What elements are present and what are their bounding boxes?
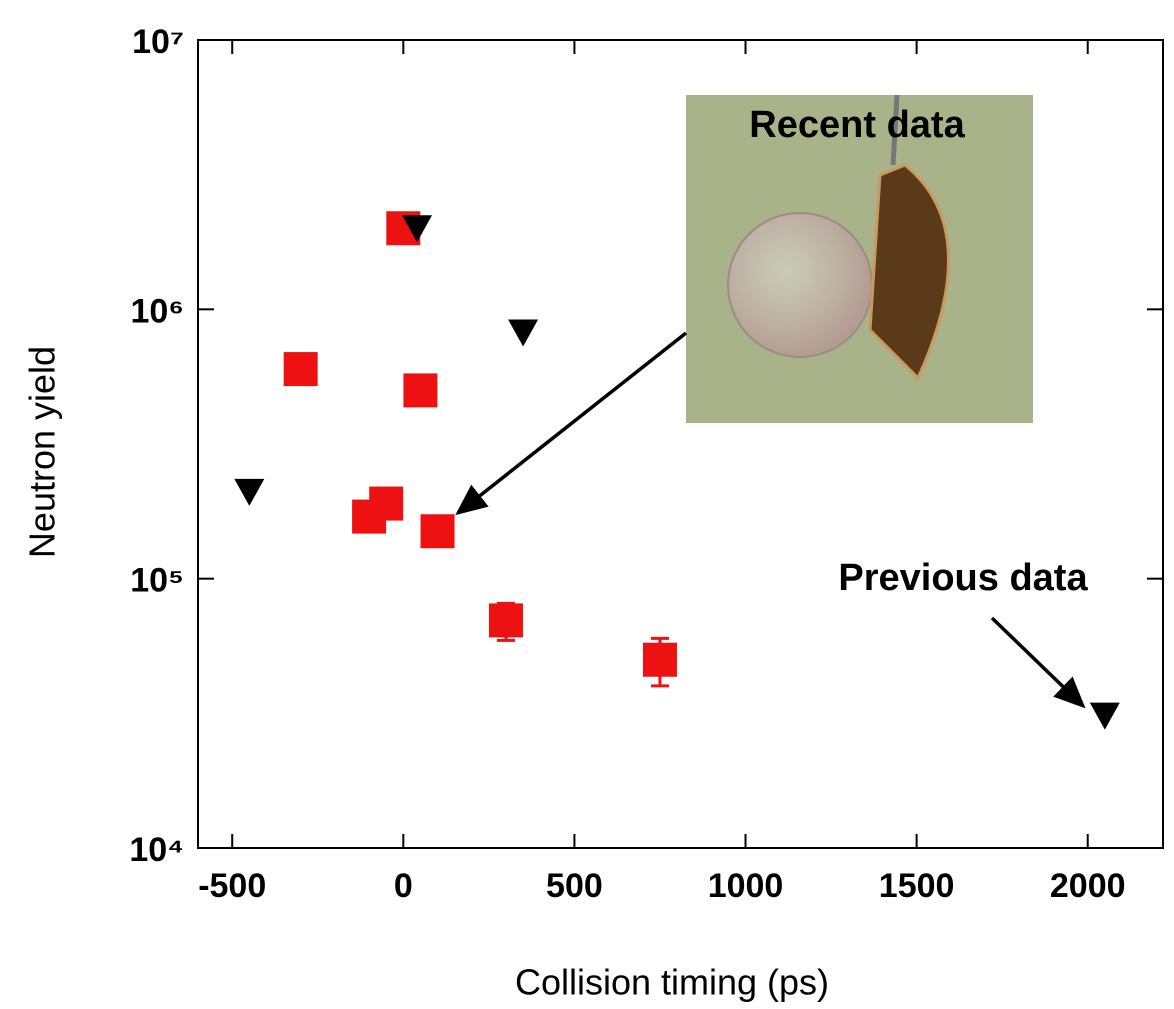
y-axis-label: Neutron yield	[22, 346, 63, 558]
y-tick-label: 10⁷	[132, 23, 184, 61]
photo-target	[868, 163, 950, 381]
data-point	[1089, 702, 1120, 730]
x-tick-label: 0	[394, 867, 413, 905]
photo-bubble	[727, 212, 873, 358]
data-point	[403, 373, 438, 408]
data-point	[369, 486, 404, 521]
data-point	[420, 514, 455, 549]
data-point	[402, 215, 433, 243]
data-point	[508, 319, 539, 347]
x-tick-label: 2000	[1050, 867, 1126, 905]
x-tick-label: 500	[546, 867, 603, 905]
inset-photo	[686, 94, 1033, 423]
y-tick-label: 10⁵	[130, 562, 184, 600]
data-point	[642, 642, 677, 677]
photo-stem	[890, 94, 900, 166]
annotation: Previous data	[838, 557, 1088, 599]
annotation: Recent data	[749, 104, 965, 146]
x-tick-label: -500	[198, 867, 266, 905]
data-point	[488, 603, 523, 638]
arrow	[990, 616, 1086, 709]
data-point	[283, 352, 318, 387]
x-tick-label: 1500	[879, 867, 955, 905]
y-tick-label: 10⁴	[129, 831, 184, 869]
x-axis-label: Collision timing (ps)	[515, 962, 829, 1003]
x-tick-label: 1000	[708, 867, 784, 905]
arrow	[455, 331, 688, 516]
y-tick-label: 10⁶	[131, 292, 184, 330]
plot-frame	[197, 39, 1164, 849]
data-point	[234, 478, 265, 506]
